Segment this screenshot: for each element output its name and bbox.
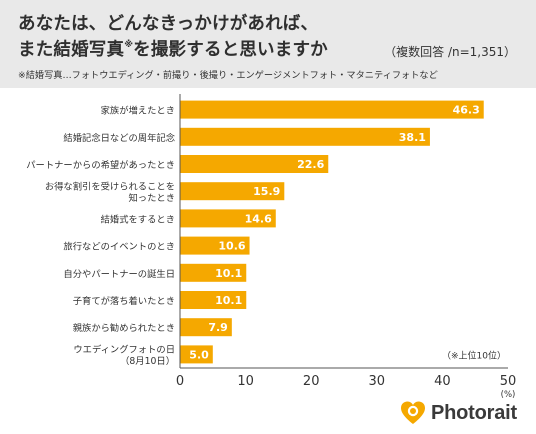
bar	[180, 263, 247, 282]
category-label: お得な割引を受けられることを	[45, 180, 175, 192]
x-axis-unit: (%)	[501, 390, 516, 400]
category-label: 知ったとき	[129, 192, 176, 204]
x-tick-label: 0	[176, 374, 184, 389]
x-tick-label: 30	[369, 374, 386, 389]
rank-annotation: （※上位10位）	[442, 349, 506, 361]
bar-value-label: 14.6	[245, 212, 272, 225]
category-label: 親族から勧められたとき	[73, 322, 175, 334]
bar	[180, 291, 247, 309]
x-tick-label: 40	[434, 374, 451, 389]
category-label: 子育てが落ち着いたとき	[73, 295, 175, 307]
bar-value-label: 46.3	[453, 104, 480, 117]
title-main: また結婚写真	[18, 40, 125, 60]
sample-size: （複数回答 /n=1,351）	[384, 45, 516, 59]
bar	[180, 236, 250, 255]
heart-camera-icon	[401, 401, 425, 424]
bar-value-label: 10.6	[218, 240, 245, 253]
bar	[180, 182, 285, 201]
title-rest: を撮影すると思いますか	[133, 40, 328, 60]
bar-value-label: 10.1	[215, 267, 242, 280]
header-panel: あなたは、どんなきっかけがあれば、 また結婚写真※を撮影すると思いますか （複数…	[0, 0, 536, 88]
bar-value-label: 22.6	[297, 158, 324, 171]
bar	[180, 155, 329, 173]
bar-value-label: 10.1	[215, 294, 242, 307]
x-tick-label: 20	[303, 374, 320, 389]
bar-value-label: 15.9	[253, 185, 280, 198]
category-label: 旅行などのイベントのとき	[63, 241, 175, 253]
category-label: パートナーからの希望があったとき	[26, 159, 175, 171]
bar	[180, 318, 232, 337]
category-label: 結婚式をするとき	[101, 213, 175, 225]
bar	[180, 209, 276, 228]
brand-logo: Photorait	[400, 398, 517, 428]
bar-value-label: 5.0	[189, 348, 209, 361]
category-label: （8月10日）	[120, 356, 175, 367]
bar-value-label: 38.1	[399, 131, 426, 144]
category-label: ウエディングフォトの日	[73, 344, 175, 356]
x-tick-label: 50	[500, 374, 517, 389]
chart-title-line1: あなたは、どんなきっかけがあれば、	[18, 14, 319, 34]
bar	[180, 100, 484, 119]
bar	[180, 127, 430, 146]
x-tick-label: 10	[237, 374, 254, 389]
category-label: 結婚記念日などの周年記念	[63, 132, 175, 144]
footnote: ※結婚写真…フォトウエディング・前撮り・後撮り・エンゲージメントフォト・マタニテ…	[18, 70, 438, 81]
bar	[180, 345, 213, 364]
bar-value-label: 7.9	[208, 321, 228, 334]
category-label: 自分やパートナーの誕生日	[63, 268, 175, 280]
brand-name: Photorait	[431, 401, 517, 424]
chart-title-line2: また結婚写真※を撮影すると思いますか	[18, 36, 328, 61]
title-footnote-mark: ※	[124, 40, 134, 50]
category-label: 家族が増えたとき	[101, 105, 175, 117]
